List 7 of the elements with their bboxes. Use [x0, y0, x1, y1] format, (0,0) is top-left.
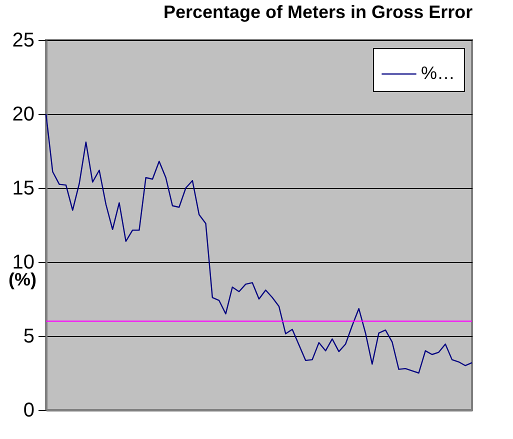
y-tick-label: 5 [23, 326, 34, 348]
chart-title: Percentage of Meters in Gross Error [163, 2, 473, 22]
y-tick-label: 15 [12, 178, 34, 200]
y-tick-label: 0 [23, 400, 34, 422]
legend-label: %… [421, 63, 456, 83]
y-tick-label: 20 [12, 104, 34, 126]
y-tick-label: 25 [12, 30, 34, 52]
